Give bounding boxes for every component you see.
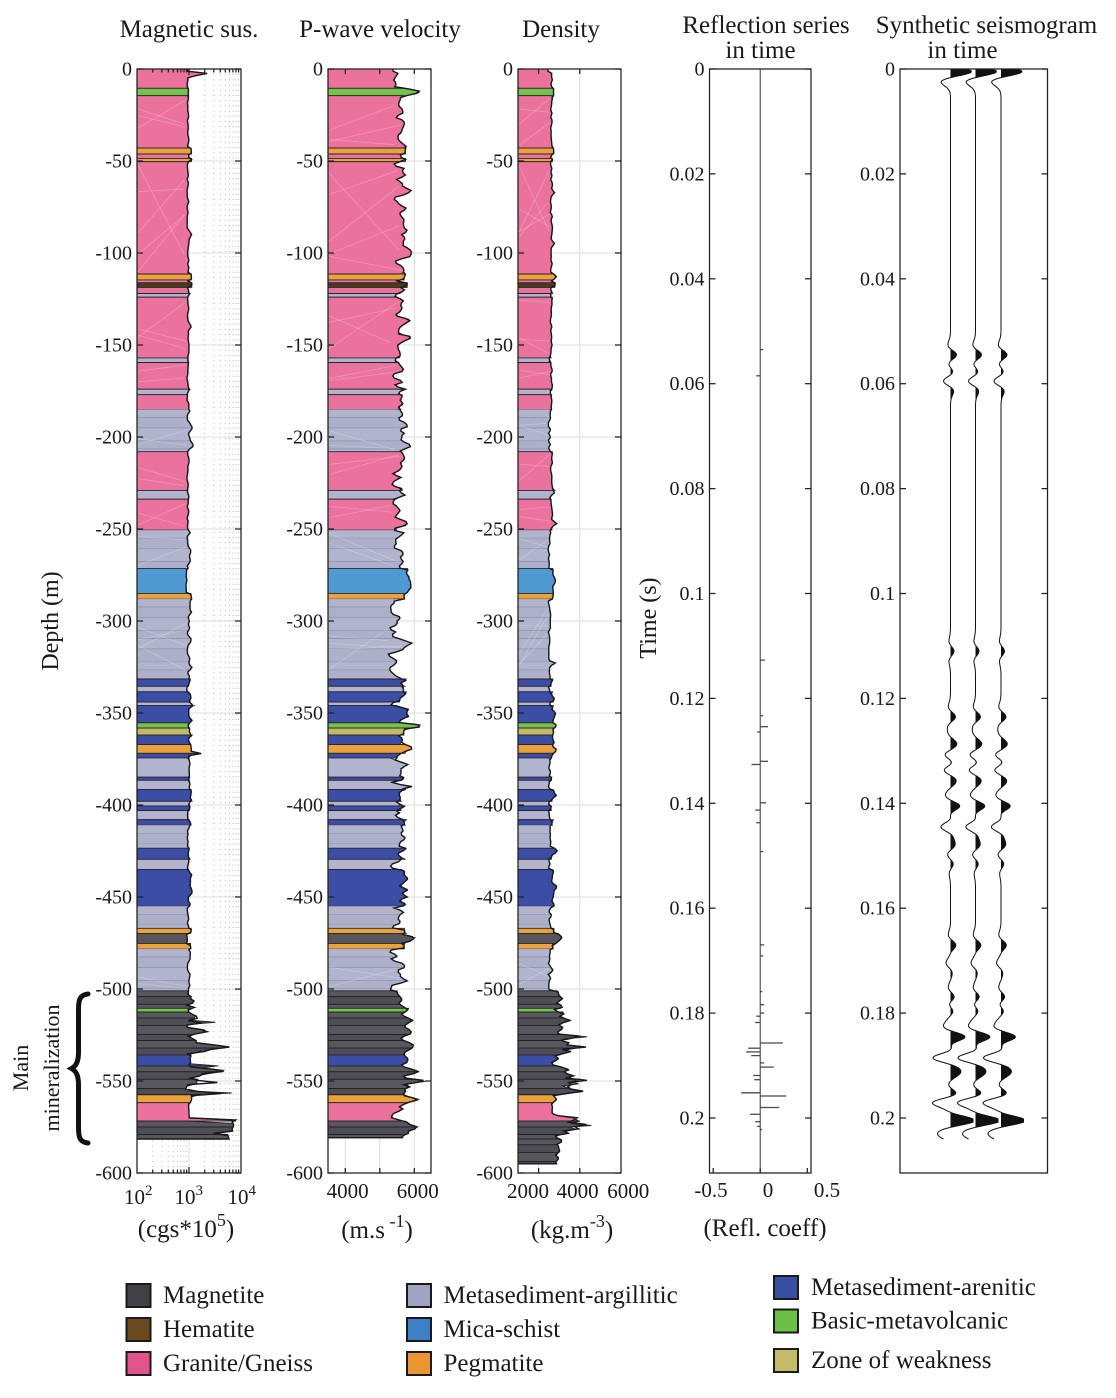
svg-text:-550: -550 (476, 1071, 513, 1093)
svg-text:-200: -200 (476, 427, 513, 449)
svg-text:0: 0 (695, 59, 705, 81)
svg-text:-350: -350 (476, 703, 513, 725)
svg-text:Mica-schist: Mica-schist (444, 1316, 561, 1343)
svg-text:0.08: 0.08 (670, 478, 705, 500)
svg-text:0: 0 (763, 1178, 774, 1202)
svg-text:0.2: 0.2 (680, 1108, 705, 1130)
svg-text:-100: -100 (95, 243, 132, 265)
svg-text:mineralization: mineralization (39, 1004, 64, 1131)
svg-text:-150: -150 (476, 335, 513, 357)
svg-text:Magnetic sus.: Magnetic sus. (120, 16, 259, 43)
svg-text:Hematite: Hematite (163, 1316, 255, 1343)
svg-text:Metasediment-argillitic: Metasediment-argillitic (444, 1282, 678, 1309)
svg-text:0.1: 0.1 (870, 583, 895, 605)
svg-text:4000: 4000 (557, 1179, 599, 1203)
svg-text:2000: 2000 (507, 1179, 549, 1203)
svg-text:-450: -450 (286, 887, 323, 909)
svg-text:0: 0 (885, 59, 895, 81)
svg-text:Main: Main (8, 1045, 33, 1091)
svg-text:-50: -50 (105, 151, 132, 173)
svg-text:0.04: 0.04 (670, 268, 705, 290)
svg-text:-300: -300 (95, 611, 132, 633)
svg-text:Pegmatite: Pegmatite (444, 1350, 544, 1377)
svg-text:-200: -200 (95, 427, 132, 449)
svg-text:Synthetic seismogram: Synthetic seismogram (876, 12, 1098, 39)
svg-text:0: 0 (122, 59, 132, 81)
svg-text:0.08: 0.08 (860, 478, 895, 500)
svg-text:0.18: 0.18 (860, 1003, 895, 1025)
svg-text:-500: -500 (476, 979, 513, 1001)
svg-text:-250: -250 (95, 519, 132, 541)
svg-text:-600: -600 (95, 1163, 132, 1185)
svg-text:-200: -200 (286, 427, 323, 449)
svg-text:in time: in time (725, 37, 795, 64)
svg-text:-50: -50 (296, 151, 323, 173)
svg-text:6000: 6000 (607, 1179, 649, 1203)
svg-text:0.02: 0.02 (670, 163, 705, 185)
svg-text:Reflection series: Reflection series (682, 12, 849, 39)
svg-text:-550: -550 (95, 1071, 132, 1093)
svg-text:0.02: 0.02 (860, 163, 895, 185)
svg-text:-400: -400 (476, 795, 513, 817)
svg-text:-600: -600 (286, 1163, 323, 1185)
svg-text:-500: -500 (286, 979, 323, 1001)
svg-text:Time (s): Time (s) (636, 577, 662, 658)
svg-text:-400: -400 (286, 795, 323, 817)
svg-text:0.04: 0.04 (860, 268, 895, 290)
svg-text:Depth (m): Depth (m) (38, 571, 64, 670)
svg-text:4000: 4000 (327, 1179, 369, 1203)
svg-text:0.16: 0.16 (670, 898, 705, 920)
svg-text:0: 0 (503, 59, 513, 81)
svg-text:-150: -150 (95, 335, 132, 357)
svg-text:-350: -350 (286, 703, 323, 725)
svg-text:(Refl. coeff): (Refl. coeff) (703, 1215, 826, 1242)
svg-text:-550: -550 (286, 1071, 323, 1093)
svg-text:0.2: 0.2 (870, 1108, 895, 1130)
svg-text:-350: -350 (95, 703, 132, 725)
svg-text:in time: in time (927, 37, 997, 64)
svg-text:0.1: 0.1 (680, 583, 705, 605)
svg-text:6000: 6000 (397, 1179, 439, 1203)
svg-text:0.06: 0.06 (860, 373, 895, 395)
svg-text:-500: -500 (95, 979, 132, 1001)
svg-text:P-wave velocity: P-wave velocity (299, 16, 461, 43)
svg-text:0.12: 0.12 (670, 688, 705, 710)
svg-text:-400: -400 (95, 795, 132, 817)
svg-text:0.18: 0.18 (670, 1003, 705, 1025)
svg-text:-50: -50 (486, 151, 513, 173)
svg-text:-450: -450 (476, 887, 513, 909)
svg-text:-250: -250 (476, 519, 513, 541)
svg-text:(kg.m-3): (kg.m-3) (531, 1211, 613, 1244)
svg-text:-150: -150 (286, 335, 323, 357)
svg-text:-100: -100 (286, 243, 323, 265)
svg-text:0.14: 0.14 (860, 793, 895, 815)
svg-text:0: 0 (313, 59, 323, 81)
svg-text:0.14: 0.14 (670, 793, 705, 815)
svg-text:0.5: 0.5 (814, 1178, 840, 1202)
svg-text:-100: -100 (476, 243, 513, 265)
svg-text:Basic-metavolcanic: Basic-metavolcanic (811, 1308, 1008, 1335)
svg-text:Density: Density (522, 16, 600, 43)
svg-text:-600: -600 (476, 1163, 513, 1185)
svg-text:0.06: 0.06 (670, 373, 705, 395)
svg-text:-250: -250 (286, 519, 323, 541)
svg-text:-450: -450 (95, 887, 132, 909)
svg-text:Zone of weakness: Zone of weakness (811, 1347, 992, 1374)
svg-text:Magnetite: Magnetite (163, 1282, 264, 1309)
svg-text:Granite/Gneiss: Granite/Gneiss (163, 1350, 313, 1377)
svg-text:-0.5: -0.5 (694, 1178, 727, 1202)
svg-text:0.16: 0.16 (860, 898, 895, 920)
svg-text:-300: -300 (286, 611, 323, 633)
svg-text:0.12: 0.12 (860, 688, 895, 710)
svg-text:Metasediment-arenitic: Metasediment-arenitic (811, 1274, 1036, 1301)
svg-text:-300: -300 (476, 611, 513, 633)
